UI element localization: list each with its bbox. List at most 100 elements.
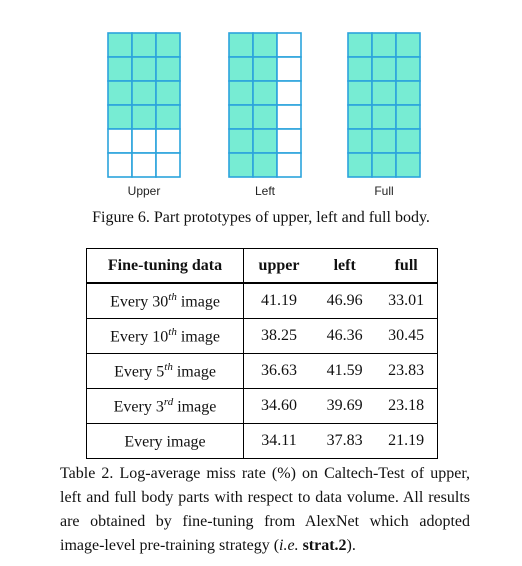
row-label-superscript: th xyxy=(168,326,177,338)
cell-full: 23.83 xyxy=(375,354,437,389)
grid-cell-filled xyxy=(229,105,253,129)
grid-cell-filled xyxy=(253,153,277,177)
row-label-superscript: th xyxy=(168,291,177,303)
grid-cell-filled xyxy=(396,153,420,177)
grid-cell-filled xyxy=(348,105,372,129)
cell-upper: 38.25 xyxy=(244,319,315,354)
row-label-text: Every 10 xyxy=(110,328,168,345)
table-caption: Table 2. Log-average miss rate (%) on Ca… xyxy=(60,462,470,558)
table-caption-text: Table 2. Log-average miss rate (%) on Ca… xyxy=(60,465,470,554)
grid-cell-filled xyxy=(229,33,253,57)
grid-cell-filled xyxy=(372,105,396,129)
grid-cell-empty xyxy=(108,153,132,177)
grid-cell-filled xyxy=(253,81,277,105)
cell-left: 46.96 xyxy=(314,283,375,319)
table-row: Every 30th image 41.19 46.96 33.01 xyxy=(87,283,438,319)
grid-cell-filled xyxy=(372,81,396,105)
table-caption-ie: i.e. xyxy=(279,537,299,554)
grid-cell-filled xyxy=(372,153,396,177)
grid-cell-filled xyxy=(132,105,156,129)
grid-cell-filled xyxy=(372,33,396,57)
upper-prototype-grid xyxy=(107,32,181,178)
table-row: Every 3rd image 34.60 39.69 23.18 xyxy=(87,389,438,424)
table-row: Every image 34.11 37.83 21.19 xyxy=(87,424,438,459)
grid-cell-filled xyxy=(396,57,420,81)
table-header-row: Fine-tuning data upper left full xyxy=(87,249,438,284)
grid-cell-filled xyxy=(229,57,253,81)
grid-cell-filled xyxy=(108,81,132,105)
grid-cell-filled xyxy=(132,57,156,81)
grid-cell-filled xyxy=(253,33,277,57)
row-label-suffix: image xyxy=(177,328,220,345)
table-caption-strategy: strat.2 xyxy=(303,537,347,554)
grid-cell-empty xyxy=(108,129,132,153)
left-grid-label: Left xyxy=(225,184,305,198)
grid-cell-filled xyxy=(132,81,156,105)
cell-full: 23.18 xyxy=(375,389,437,424)
grid-cell-filled xyxy=(348,129,372,153)
cell-full: 21.19 xyxy=(375,424,437,459)
grid-cell-empty xyxy=(156,129,180,153)
grid-cell-filled xyxy=(396,33,420,57)
grid-cell-filled xyxy=(253,129,277,153)
cell-left: 41.59 xyxy=(314,354,375,389)
results-table: Fine-tuning data upper left full Every 3… xyxy=(86,248,438,459)
header-fine-tuning-data: Fine-tuning data xyxy=(87,249,244,284)
header-upper: upper xyxy=(244,249,315,284)
cell-upper: 41.19 xyxy=(244,283,315,319)
grid-cell-empty xyxy=(132,153,156,177)
grid-cell-filled xyxy=(108,105,132,129)
table-caption-end: ). xyxy=(347,537,356,554)
row-label-suffix: image xyxy=(173,398,216,415)
cell-left: 37.83 xyxy=(314,424,375,459)
prototype-grid-svg xyxy=(228,32,302,178)
cell-left: 46.36 xyxy=(314,319,375,354)
row-label: Every 30th image xyxy=(87,283,244,319)
table-row: Every 5th image 36.63 41.59 23.83 xyxy=(87,354,438,389)
figure-caption: Figure 6. Part prototypes of upper, left… xyxy=(0,208,522,228)
left-prototype-grid xyxy=(228,32,302,178)
row-label-superscript: rd xyxy=(164,396,173,408)
grid-cell-empty xyxy=(277,153,301,177)
grid-cell-filled xyxy=(156,105,180,129)
cell-left: 39.69 xyxy=(314,389,375,424)
row-label-text: Every image xyxy=(124,433,205,450)
grid-cell-filled xyxy=(396,105,420,129)
cell-upper: 34.60 xyxy=(244,389,315,424)
table-row: Every 10th image 38.25 46.36 30.45 xyxy=(87,319,438,354)
grid-cell-filled xyxy=(396,81,420,105)
row-label-superscript: th xyxy=(164,361,173,373)
grid-cell-filled xyxy=(348,57,372,81)
full-grid-label: Full xyxy=(344,184,424,198)
grid-cell-filled xyxy=(253,105,277,129)
grid-cell-filled xyxy=(348,33,372,57)
cell-upper: 36.63 xyxy=(244,354,315,389)
grid-cell-filled xyxy=(372,57,396,81)
grid-cell-empty xyxy=(277,81,301,105)
row-label: Every 5th image xyxy=(87,354,244,389)
grid-cell-filled xyxy=(229,153,253,177)
upper-grid-label: Upper xyxy=(104,184,184,198)
full-prototype-grid xyxy=(347,32,421,178)
header-full: full xyxy=(375,249,437,284)
cell-full: 33.01 xyxy=(375,283,437,319)
grid-cell-empty xyxy=(132,129,156,153)
figure-6: Upper Left Full xyxy=(0,0,522,200)
grid-cell-empty xyxy=(156,153,180,177)
cell-full: 30.45 xyxy=(375,319,437,354)
row-label: Every image xyxy=(87,424,244,459)
grid-cell-filled xyxy=(229,129,253,153)
grid-cell-filled xyxy=(132,33,156,57)
grid-cell-filled xyxy=(229,81,253,105)
grid-cell-filled xyxy=(108,33,132,57)
row-label-text: Every 5 xyxy=(114,363,164,380)
row-label: Every 3rd image xyxy=(87,389,244,424)
grid-cell-empty xyxy=(277,57,301,81)
grid-cell-filled xyxy=(108,57,132,81)
grid-cell-empty xyxy=(277,33,301,57)
prototype-grid-svg xyxy=(107,32,181,178)
row-label-text: Every 3 xyxy=(114,398,164,415)
grid-cell-filled xyxy=(156,81,180,105)
grid-cell-filled xyxy=(348,153,372,177)
cell-upper: 34.11 xyxy=(244,424,315,459)
